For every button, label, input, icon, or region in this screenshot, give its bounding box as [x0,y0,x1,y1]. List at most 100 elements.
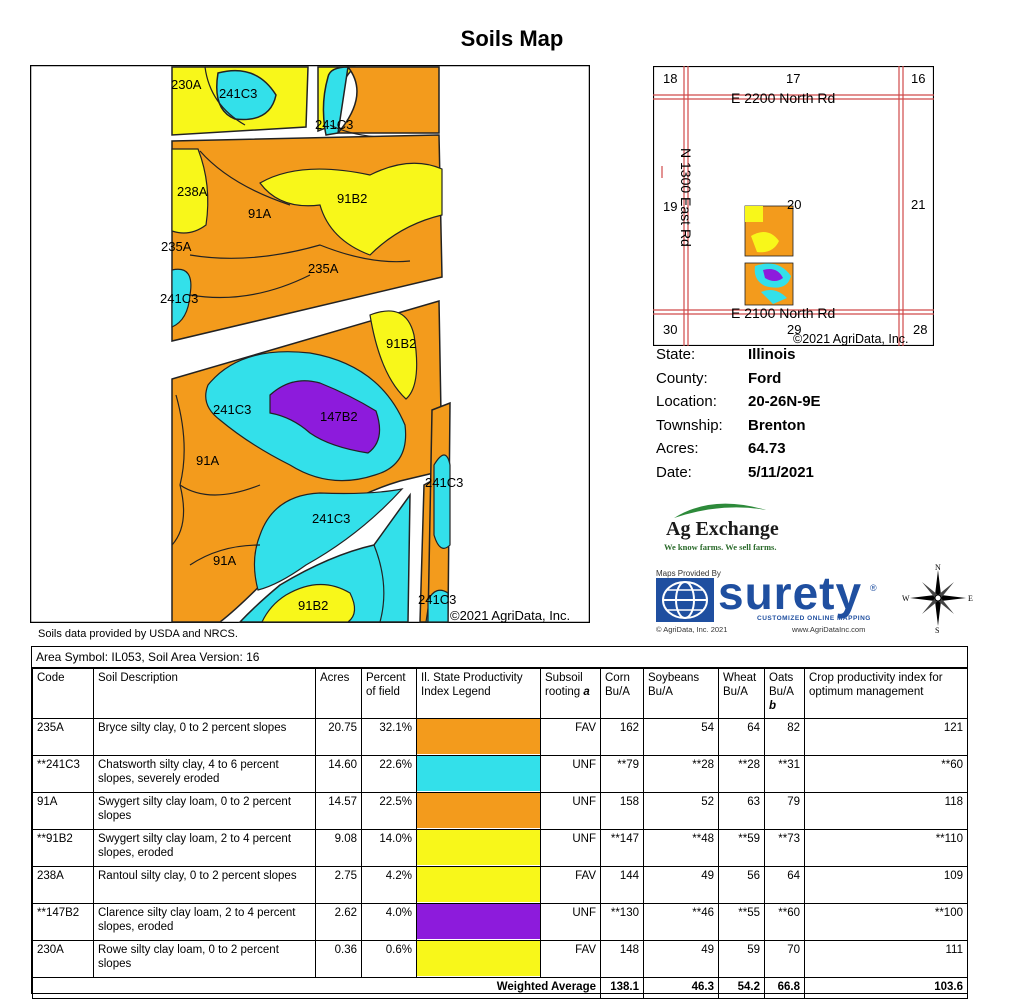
cell-code: **147B2 [32,903,94,941]
cell-wheat: 63 [718,792,765,830]
cell-acres: 14.57 [315,792,362,830]
cell-corn: 144 [600,866,644,904]
cell-soybeans: **28 [643,755,719,793]
soil-label: 235A [161,239,192,254]
soil-label: 91B2 [298,598,328,613]
cell-percent: 22.6% [361,755,417,793]
ag-exchange-name: Ag Exchange [666,518,779,540]
cell-corn: **79 [600,755,644,793]
info-value: 64.73 [748,440,786,457]
map-copyright: ©2021 AgriData, Inc. [450,608,570,623]
field-thumbnail [744,205,794,306]
surety-website: www.AgriDataInc.com [792,625,866,634]
legend-swatch [416,866,541,904]
cell-acres: 2.62 [315,903,362,941]
road-label-west: N 1300 East Rd [678,148,694,247]
cell-wheat: **55 [718,903,765,941]
compass-n: N [935,563,941,572]
cell-percent: 14.0% [361,829,417,867]
cell-subsoil: UNF [540,755,601,793]
cell-wheat: 64 [718,718,765,756]
section-number: 18 [663,71,677,86]
info-value: Ford [748,369,782,387]
cell-subsoil: FAV [540,940,601,978]
cell-cpi: **100 [804,903,968,941]
info-row-township: Township: Brenton [656,417,821,441]
surety-copyright: © AgriData, Inc. 2021 [656,625,728,634]
cell-code: 230A [32,940,94,978]
source-note: Soils data provided by USDA and NRCS. [38,628,238,640]
info-row-acres: Acres: 64.73 [656,440,821,464]
location-map: 18 17 16 19 20 21 30 29 28 E 2200 North … [653,66,934,346]
soil-label: 241C3 [425,475,463,490]
cell-acres: 14.60 [315,755,362,793]
cell-oats: 82 [764,718,805,756]
soil-polygon [261,583,356,623]
cell-subsoil: UNF [540,903,601,941]
compass-rose-icon: N S W E [902,563,973,634]
info-value: Brenton [748,416,806,434]
soil-label: 241C3 [213,402,251,417]
cell-subsoil: FAV [540,866,601,904]
section-number: 21 [911,197,925,212]
soil-polygon [259,162,443,256]
soil-label: 241C3 [160,291,198,306]
info-row-location: Location: 20-26N-9E [656,393,821,417]
cell-percent: 4.2% [361,866,417,904]
table-row: 230A Rowe silty clay loam, 0 to 2 percen… [32,940,968,978]
avg-soybeans: 46.3 [643,977,719,999]
soil-label: 235A [308,261,339,276]
road-label-south: E 2100 North Rd [731,305,835,321]
cell-oats: **60 [764,903,805,941]
header-acres: Acres [315,668,362,719]
cell-soybeans: **46 [643,903,719,941]
registered-mark: ® [870,583,877,593]
compass-s: S [935,626,939,634]
header-code: Code [32,668,94,719]
soil-label: 91A [248,206,271,221]
section-number: 16 [911,71,925,86]
soil-label: 91B2 [386,336,416,351]
section-number: 28 [913,322,927,337]
soil-label: 91B2 [337,191,367,206]
soil-label: 241C3 [315,117,353,132]
table-row: 238A Rantoul silty clay, 0 to 2 percent … [32,866,968,904]
surety-subtitle: CUSTOMIZED ONLINE MAPPING [757,615,871,622]
weighted-average-row: Weighted Average 138.1 46.3 54.2 66.8 10… [32,977,968,999]
legend-swatch [416,755,541,793]
header-subsoil-label: Subsoil rooting [545,672,583,698]
info-label: Acres: [656,440,699,457]
header-corn: Corn Bu/A [600,668,644,719]
cell-code: 235A [32,718,94,756]
cell-acres: 0.36 [315,940,362,978]
soil-label: 241C3 [219,86,257,101]
cell-soybeans: 54 [643,718,719,756]
section-number: 19 [663,199,677,214]
section-number: 29 [787,322,801,337]
cell-description: Rantoul silty clay, 0 to 2 percent slope… [93,866,316,904]
cell-code: **241C3 [32,755,94,793]
cell-soybeans: **48 [643,829,719,867]
header-cpi: Crop productivity index for optimum mana… [804,668,968,719]
section-number: 20 [787,197,801,212]
field-info: State: Illinois County: Ford Location: 2… [656,346,821,487]
cell-percent: 22.5% [361,792,417,830]
soil-label: 147B2 [320,409,358,424]
cell-description: Rowe silty clay loam, 0 to 2 percent slo… [93,940,316,978]
cell-code: 238A [32,866,94,904]
soil-map: 230A 241C3 241C3 238A 91A 91B2 235A 235A… [30,65,590,623]
compass-e: E [968,594,973,603]
cell-cpi: 118 [804,792,968,830]
legend-swatch [416,940,541,978]
area-symbol: Area Symbol: IL053, Soil Area Version: 1… [32,647,967,668]
surety-logo-text: surety [718,567,863,619]
cell-cpi: 111 [804,940,968,978]
soil-polygon [369,310,418,400]
section-number: 30 [663,322,677,337]
cell-description: Chatsworth silty clay, 4 to 6 percent sl… [93,755,316,793]
avg-cpi: 103.6 [804,977,968,999]
soil-label: 238A [177,184,208,199]
legend-swatch [416,829,541,867]
info-label: Township: [656,416,723,434]
header-subsoil: Subsoil rooting a [540,668,601,719]
